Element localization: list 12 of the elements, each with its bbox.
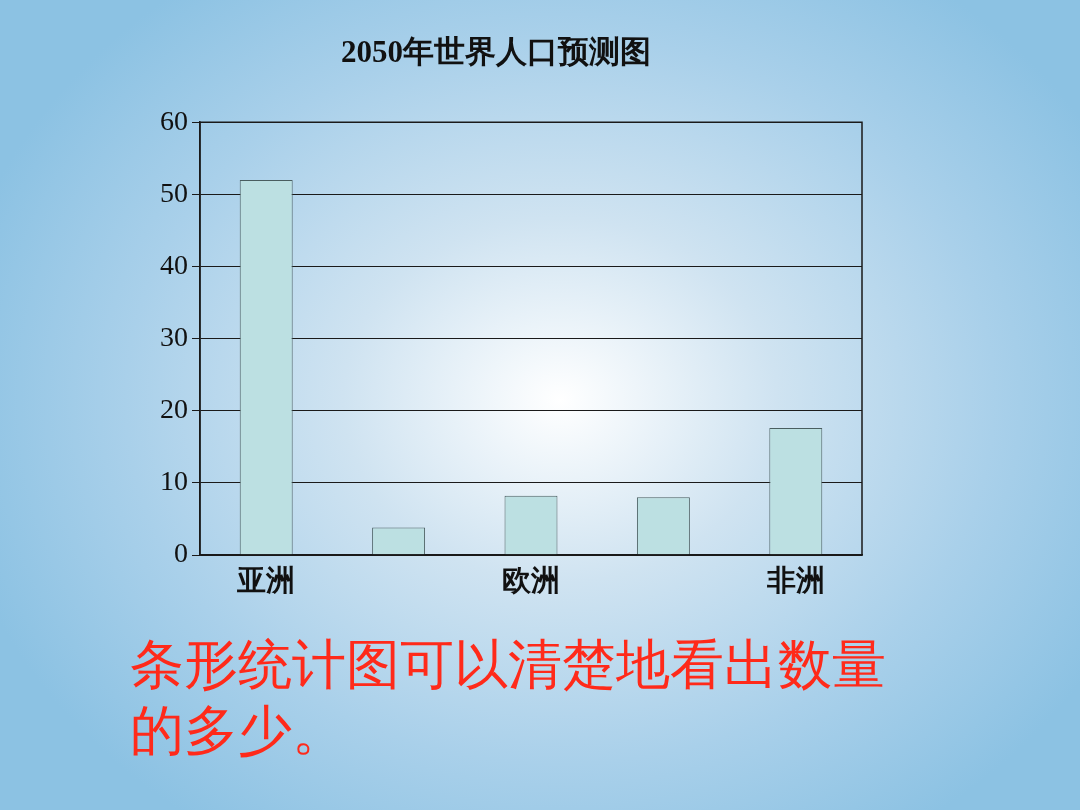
chart-title: 2050年世界人口预测图	[341, 33, 651, 69]
y-tick-label: 30	[160, 320, 188, 352]
y-tick-label: 20	[160, 393, 188, 425]
x-tick-label: 亚洲	[236, 563, 296, 596]
y-tick-label: 0	[174, 537, 188, 569]
y-tick-label: 40	[160, 248, 188, 280]
y-tick-label: 60	[160, 104, 188, 136]
text: 条形统计图可以清楚地看出数量的多少。	[130, 634, 887, 763]
y-tick-label: 50	[160, 176, 188, 208]
x-tick-label: 非洲	[765, 563, 825, 596]
y-tick-label: 10	[160, 465, 188, 497]
x-tick-label: 欧洲	[502, 563, 560, 596]
